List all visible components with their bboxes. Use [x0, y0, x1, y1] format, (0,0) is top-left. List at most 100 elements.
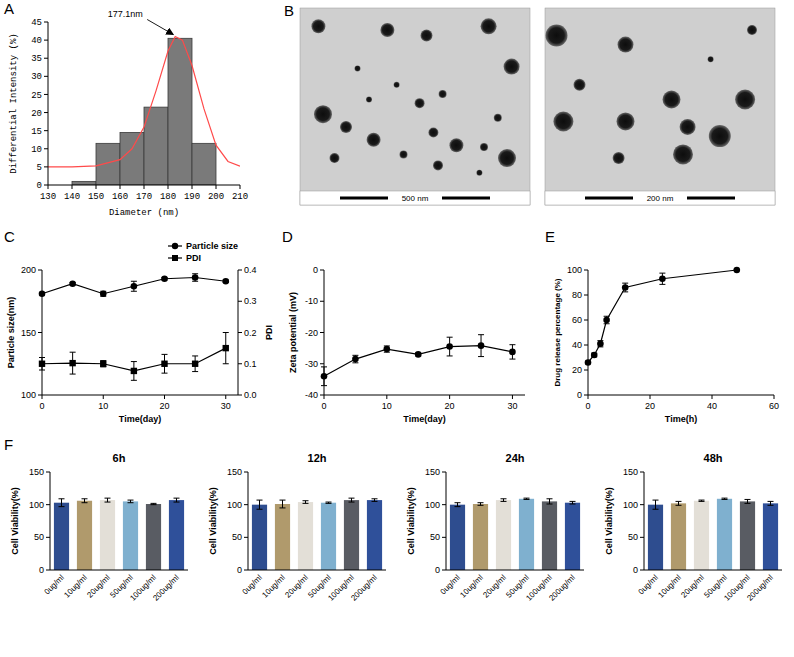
- particle: [439, 90, 447, 98]
- tick-label: 200ug/ml: [151, 573, 181, 603]
- error-cap: [745, 503, 751, 504]
- axis-title: Time(day): [403, 414, 445, 424]
- particle: [613, 152, 625, 164]
- particle: [449, 138, 463, 152]
- bar: [763, 503, 778, 570]
- error-bar: [131, 281, 137, 291]
- plot-area: [585, 267, 740, 366]
- axis-title: Cell Viability(%): [10, 487, 20, 554]
- tick: [512, 395, 513, 399]
- point: [69, 280, 76, 287]
- particle: [380, 23, 394, 37]
- scale-bar: [585, 197, 633, 200]
- tick: [244, 537, 248, 538]
- tick: [584, 345, 588, 346]
- point: [384, 346, 391, 353]
- error-cap: [653, 509, 659, 510]
- error-bar: [70, 352, 76, 374]
- tick: [442, 504, 446, 505]
- tick: [44, 58, 48, 59]
- series-line: [42, 278, 226, 294]
- scale-bar: [442, 197, 490, 200]
- tick-label: 0: [313, 265, 318, 275]
- scale-bar-label: 200 nm: [647, 194, 674, 203]
- tick-label: 20ug/ml: [85, 573, 112, 600]
- error-cap: [676, 505, 682, 506]
- tick-label: 40: [31, 36, 42, 46]
- tick-label: 40: [572, 340, 582, 350]
- error-cap: [659, 273, 665, 274]
- tick-label: 20: [31, 109, 42, 119]
- tick: [44, 76, 48, 77]
- error-stem: [282, 500, 283, 508]
- axis-title: Diameter (nm): [109, 208, 179, 218]
- tick: [650, 395, 651, 399]
- plot-area: [252, 498, 382, 570]
- bar: [77, 501, 92, 570]
- error-bar: [257, 500, 263, 509]
- bar: [275, 504, 290, 570]
- tick-label: 190: [184, 192, 200, 202]
- error-cap: [676, 501, 682, 502]
- particle: [709, 125, 731, 147]
- axis-line: [324, 395, 525, 396]
- error-cap: [372, 498, 378, 499]
- tick: [774, 395, 775, 399]
- error-cap: [131, 281, 137, 282]
- bar: [648, 505, 663, 570]
- tick-label: -10: [305, 296, 318, 306]
- error-cap: [82, 502, 88, 503]
- tick-label: 30: [31, 72, 42, 82]
- point: [603, 317, 610, 324]
- tick: [584, 370, 588, 371]
- error-bar: [326, 502, 332, 503]
- error-bar: [384, 346, 390, 352]
- tick-label: 0.0: [244, 390, 257, 400]
- point: [100, 361, 106, 367]
- tick: [144, 185, 145, 189]
- particle: [314, 105, 332, 123]
- error-cap: [70, 352, 76, 353]
- point: [161, 275, 168, 282]
- point: [734, 267, 741, 274]
- tick-label: 10ug/ml: [260, 573, 287, 600]
- particle: [394, 82, 400, 88]
- tick-label: 10: [98, 401, 108, 411]
- particle: [480, 143, 488, 151]
- bar: [144, 107, 168, 185]
- bar: [169, 500, 184, 570]
- error-bar: [100, 361, 106, 367]
- error-bar: [676, 501, 682, 505]
- tick-label: 0: [39, 401, 44, 411]
- axis-title: Drug release percentage (%): [553, 278, 562, 386]
- panel-letter: F: [4, 436, 13, 453]
- error-cap: [162, 354, 168, 355]
- bar: [96, 143, 120, 185]
- particle: [617, 112, 635, 130]
- error-cap: [280, 500, 286, 501]
- error-cap: [151, 503, 157, 504]
- particle: [355, 65, 361, 71]
- tick: [584, 395, 588, 396]
- error-bar: [174, 498, 180, 502]
- tick: [238, 332, 242, 333]
- chart-title: 24h: [506, 452, 525, 464]
- error-bar: [745, 499, 751, 503]
- tick: [324, 395, 325, 399]
- panel-letter: C: [4, 228, 15, 245]
- axis-title: Cell Viability(%): [406, 487, 416, 554]
- axis-title: Differential Intensity (%): [9, 33, 19, 173]
- tick-label: 0: [39, 565, 44, 575]
- tick-label: 150: [623, 467, 638, 477]
- error-cap: [352, 362, 358, 363]
- axis-title: Time(day): [119, 414, 161, 424]
- scale-bar: [340, 197, 388, 200]
- tick: [442, 537, 446, 538]
- legend-label: Particle size: [186, 241, 238, 251]
- error-cap: [303, 503, 309, 504]
- error-cap: [447, 355, 453, 356]
- tick: [46, 504, 50, 505]
- tick-label: -20: [305, 328, 318, 338]
- tick-label: 45: [31, 18, 42, 28]
- point: [131, 368, 137, 374]
